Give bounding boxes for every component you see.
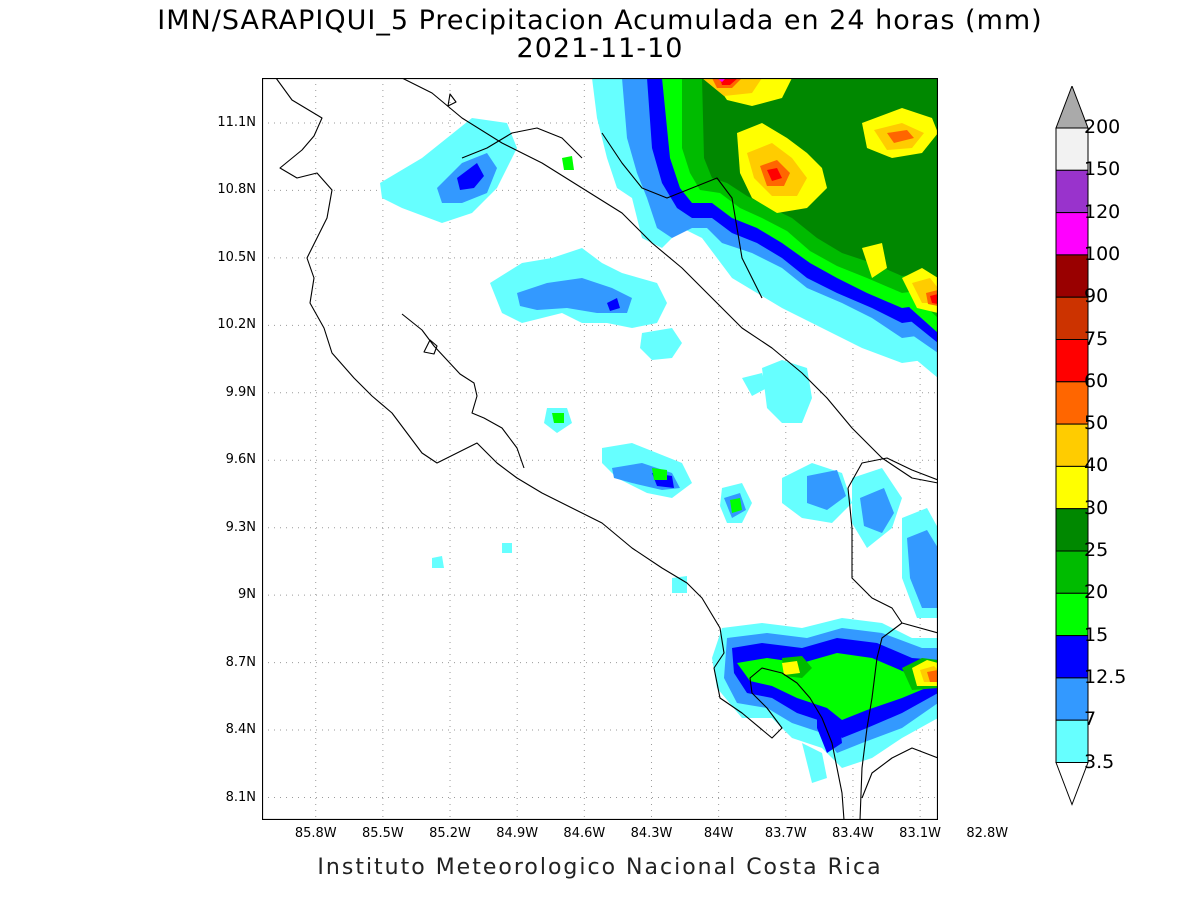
lon-tick-label: 83.4W bbox=[832, 826, 874, 841]
lon-tick-label: 83.7W bbox=[764, 826, 807, 841]
colorbar-swatch bbox=[1055, 635, 1089, 679]
precip-layer-60 bbox=[720, 78, 938, 304]
colorbar-swatch bbox=[1055, 212, 1089, 256]
colorbar-level-label: 12.5 bbox=[1084, 665, 1127, 688]
colorbar-level-label: 75 bbox=[1084, 327, 1109, 350]
lat-tick-label: 9N bbox=[238, 587, 256, 603]
colorbar-level-label: 120 bbox=[1084, 200, 1121, 223]
lon-tick-label: 82.8W bbox=[966, 826, 1009, 841]
colorbar-level-label: 40 bbox=[1084, 454, 1109, 477]
map-date: 2021-11-10 bbox=[516, 33, 684, 64]
colorbar-level-label: 7 bbox=[1084, 708, 1097, 731]
lat-tick-label: 8.1N bbox=[225, 789, 256, 805]
lat-tick-label: 11.1N bbox=[217, 114, 256, 130]
map-title: IMN/SARAPIQUI_5 Precipitacion Acumulada … bbox=[157, 5, 1043, 36]
coastline-borders bbox=[275, 78, 938, 820]
lat-tick-label: 10.5N bbox=[217, 249, 256, 265]
colorbar-level-label: 60 bbox=[1084, 369, 1109, 392]
lon-tick-label: 85.2W bbox=[429, 826, 471, 841]
colorbar-swatch bbox=[1055, 423, 1089, 467]
lon-tick-label: 83.1W bbox=[899, 826, 941, 841]
precipitation-map bbox=[262, 78, 938, 820]
institution-footer: Instituto Meteorologico Nacional Costa R… bbox=[317, 855, 883, 880]
colorbar-level-label: 3.5 bbox=[1084, 750, 1115, 773]
colorbar-swatch bbox=[1055, 381, 1089, 425]
colorbar-swatch bbox=[1055, 508, 1089, 552]
colorbar-level-label: 50 bbox=[1084, 412, 1109, 435]
colorbar bbox=[1055, 86, 1089, 806]
lon-tick-label: 85.8W bbox=[294, 826, 337, 841]
colorbar-level-label: 15 bbox=[1084, 623, 1109, 646]
colorbar-swatch bbox=[1055, 296, 1089, 340]
lat-tick-label: 10.2N bbox=[217, 317, 256, 333]
lat-tick-label: 9.6N bbox=[225, 452, 256, 468]
lon-tick-label: 84.9W bbox=[496, 826, 539, 841]
colorbar-swatch bbox=[1055, 339, 1089, 383]
colorbar-level-label: 200 bbox=[1084, 116, 1121, 138]
lat-tick-label: 9.9N bbox=[225, 384, 256, 400]
lon-tick-label: 84.6W bbox=[563, 826, 606, 841]
lat-tick-label: 8.4N bbox=[225, 722, 256, 738]
lon-tick-label: 85.5W bbox=[361, 826, 404, 841]
colorbar-swatch bbox=[1055, 677, 1089, 721]
lon-tick-label: 84W bbox=[703, 826, 734, 841]
lat-tick-label: 8.7N bbox=[225, 654, 256, 670]
colorbar-swatch bbox=[1055, 550, 1089, 594]
lat-tick-label: 9.3N bbox=[225, 519, 256, 535]
colorbar-level-label: 20 bbox=[1084, 581, 1109, 604]
colorbar-level-label: 30 bbox=[1084, 496, 1109, 519]
colorbar-bottom-arrow bbox=[1055, 762, 1089, 806]
colorbar-swatch bbox=[1055, 254, 1089, 298]
colorbar-swatch bbox=[1055, 719, 1089, 764]
colorbar-swatch bbox=[1055, 592, 1089, 637]
lat-tick-label: 10.8N bbox=[217, 182, 256, 198]
colorbar-level-label: 100 bbox=[1084, 242, 1121, 265]
colorbar-level-label: 150 bbox=[1084, 158, 1121, 181]
colorbar-level-label: 25 bbox=[1084, 539, 1109, 561]
colorbar-level-label: 90 bbox=[1084, 285, 1109, 308]
lon-tick-label: 84.3W bbox=[630, 826, 673, 841]
